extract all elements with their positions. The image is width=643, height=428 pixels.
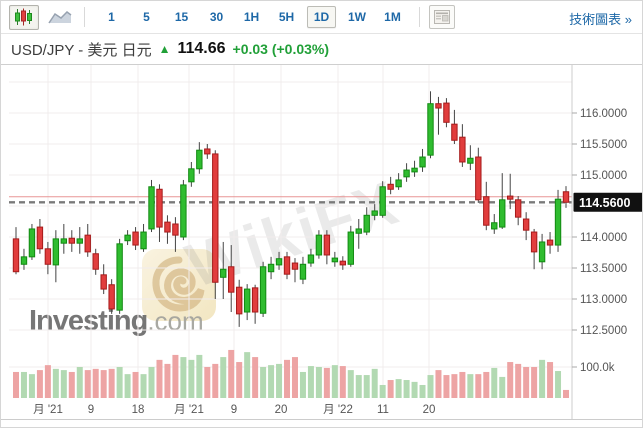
svg-text:11: 11 bbox=[377, 404, 389, 416]
timeframe-list: 1 5 15 30 1H 5H 1D 1W 1M bbox=[94, 6, 410, 28]
svg-text:月 '21: 月 '21 bbox=[174, 404, 204, 416]
svg-text:113.0000: 113.0000 bbox=[580, 294, 627, 306]
svg-text:月 '21: 月 '21 bbox=[33, 404, 63, 416]
investing-logo: Investing.com bbox=[29, 305, 204, 337]
timeframe-button-1[interactable]: 1 bbox=[108, 10, 115, 24]
svg-text:月 '22: 月 '22 bbox=[323, 404, 353, 416]
svg-text:9: 9 bbox=[231, 404, 237, 416]
svg-text:18: 18 bbox=[132, 404, 145, 416]
price-up-arrow-icon: ▲ bbox=[158, 42, 171, 56]
timeframe-button-1W[interactable]: 1W bbox=[348, 10, 366, 24]
svg-text:113.5000: 113.5000 bbox=[580, 263, 627, 275]
svg-text:20: 20 bbox=[423, 404, 436, 416]
candlestick-chart-type-button[interactable] bbox=[9, 4, 39, 30]
svg-text:115.5000: 115.5000 bbox=[580, 139, 627, 151]
candlestick-chart-icon bbox=[14, 8, 34, 26]
symbol-title: USD/JPY - 美元 日元 bbox=[11, 41, 152, 59]
chart-area[interactable]: WikiFX Investing.com 116.0000 115.5000 115… bbox=[1, 65, 643, 428]
timeframe-button-1H[interactable]: 1H bbox=[243, 10, 260, 24]
timeframe-button-30[interactable]: 30 bbox=[209, 10, 224, 24]
svg-text:100.0k: 100.0k bbox=[580, 362, 615, 374]
technical-chart-link[interactable]: 技術圖表 » bbox=[569, 12, 632, 27]
svg-text:115.0000: 115.0000 bbox=[580, 170, 627, 182]
toolbar: 1 5 15 30 1H 5H 1D 1W 1M 技術圖表 » bbox=[1, 1, 642, 34]
timeframe-button-5H[interactable]: 5H bbox=[278, 10, 295, 24]
candlestick-chart[interactable]: 116.0000 115.5000 115.0000 114.0000 113.5000… bbox=[1, 65, 643, 428]
timeframe-button-5[interactable]: 5 bbox=[143, 10, 150, 24]
wikifx-lion-watermark bbox=[142, 249, 216, 321]
area-chart-icon bbox=[48, 10, 72, 24]
svg-text:20: 20 bbox=[275, 404, 288, 416]
layout-panel-icon bbox=[434, 10, 450, 24]
timeframe-button-15[interactable]: 15 bbox=[174, 10, 189, 24]
toolbar-divider bbox=[419, 7, 420, 27]
last-price: 114.66 bbox=[177, 40, 226, 57]
quote-header: USD/JPY - 美元 日元 ▲ 114.66 +0.03 (+0.03%) bbox=[1, 34, 642, 65]
toolbar-divider bbox=[84, 7, 85, 27]
timeframe-button-1D[interactable]: 1D bbox=[307, 6, 336, 28]
svg-text:112.5000: 112.5000 bbox=[580, 325, 627, 337]
svg-text:9: 9 bbox=[88, 404, 94, 416]
area-chart-type-button[interactable] bbox=[45, 5, 75, 30]
svg-text:116.0000: 116.0000 bbox=[580, 108, 627, 120]
timeframe-button-1M[interactable]: 1M bbox=[384, 10, 401, 24]
news-panel-button[interactable] bbox=[429, 5, 455, 29]
price-change: +0.03 (+0.03%) bbox=[232, 41, 330, 57]
svg-text:114.5600: 114.5600 bbox=[579, 196, 630, 210]
svg-text:114.0000: 114.0000 bbox=[580, 232, 627, 244]
